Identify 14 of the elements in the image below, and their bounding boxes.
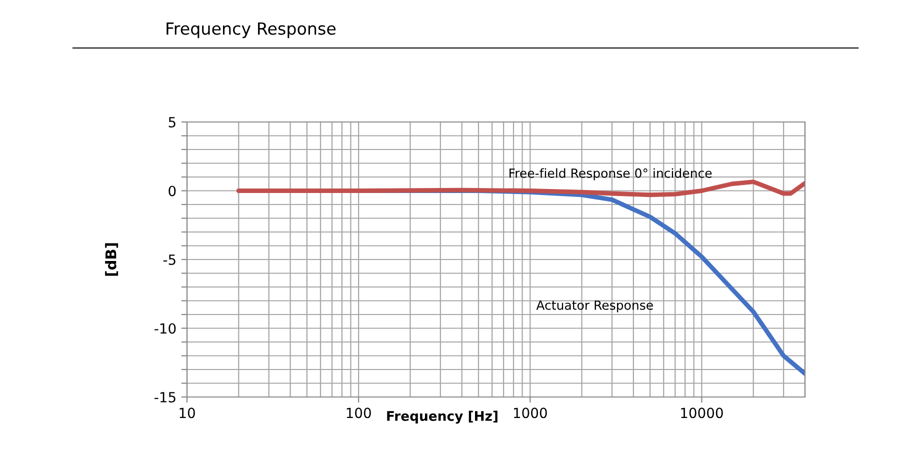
x-tick-label: 1000 bbox=[514, 408, 547, 418]
x-tick-label: 10000 bbox=[681, 408, 723, 418]
y-tick-label: 0 bbox=[168, 186, 176, 196]
y-tick-label: -15 bbox=[154, 392, 176, 402]
y-tick-label: -10 bbox=[154, 323, 176, 334]
annotation: Free-field Response 0° incidence bbox=[510, 168, 712, 180]
x-tick-label: 100 bbox=[346, 408, 371, 418]
y-tick-label: 5 bbox=[168, 117, 176, 128]
x-axis-title: Frequency [Hz] bbox=[387, 410, 498, 424]
annotation: Actuator Response bbox=[536, 300, 653, 312]
y-axis-title: [dB] bbox=[105, 243, 118, 276]
chart-title: Frequency Response bbox=[166, 22, 336, 38]
y-tick-label: -5 bbox=[163, 254, 176, 265]
x-tick-label: 10 bbox=[180, 408, 195, 418]
